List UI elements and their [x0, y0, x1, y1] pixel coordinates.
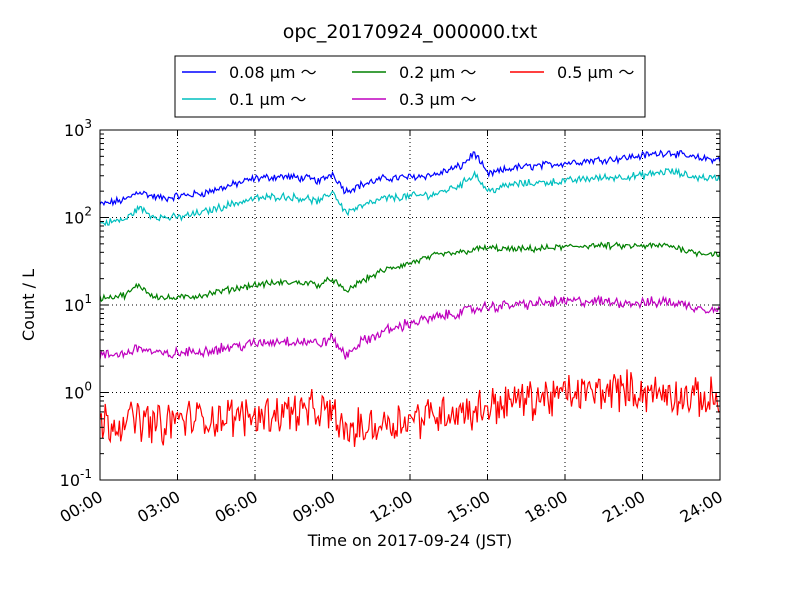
chart-title: opc_20170924_000000.txt — [283, 21, 538, 43]
legend-entry: 0.1 μm ～ — [229, 90, 306, 109]
y-tick-exponent: -1 — [80, 467, 92, 481]
y-tick-base: 10 — [64, 209, 84, 228]
series-line — [99, 294, 721, 360]
series-line — [99, 369, 721, 447]
y-tick-base: 10 — [64, 384, 84, 403]
y-tick-exponent: 3 — [84, 117, 92, 131]
y-tick-label: 100 — [64, 380, 92, 403]
series-line — [100, 167, 721, 227]
y-tick-label: 102 — [64, 205, 92, 228]
y-tick-label: 10-1 — [60, 467, 92, 490]
legend-box — [174, 55, 646, 118]
y-tick-label: 101 — [64, 292, 92, 315]
series-line — [99, 149, 721, 207]
legend-entry: 0.08 μm ～ — [229, 63, 317, 82]
y-axis-label: Count / L — [19, 269, 38, 341]
legend-entry: 0.5 μm ～ — [557, 63, 634, 82]
y-tick-exponent: 0 — [84, 380, 92, 394]
series-group — [99, 149, 721, 447]
legend-entry: 0.3 μm ～ — [399, 90, 476, 109]
y-tick-exponent: 2 — [84, 205, 92, 219]
series-line — [99, 241, 721, 303]
y-tick-base: 10 — [64, 296, 84, 315]
legend-entry: 0.2 μm ～ — [399, 63, 476, 82]
y-tick-base: 10 — [64, 121, 84, 140]
x-axis-label: Time on 2017-09-24 (JST) — [307, 531, 512, 550]
y-tick-label: 103 — [64, 117, 92, 140]
y-tick-exponent: 1 — [84, 292, 92, 306]
y-tick-base: 10 — [60, 471, 80, 490]
legend: 0.08 μm ～ 0.1 μm ～ 0.2 μm ～ 0.3 μm ～ 0.5 μm … — [174, 55, 646, 118]
